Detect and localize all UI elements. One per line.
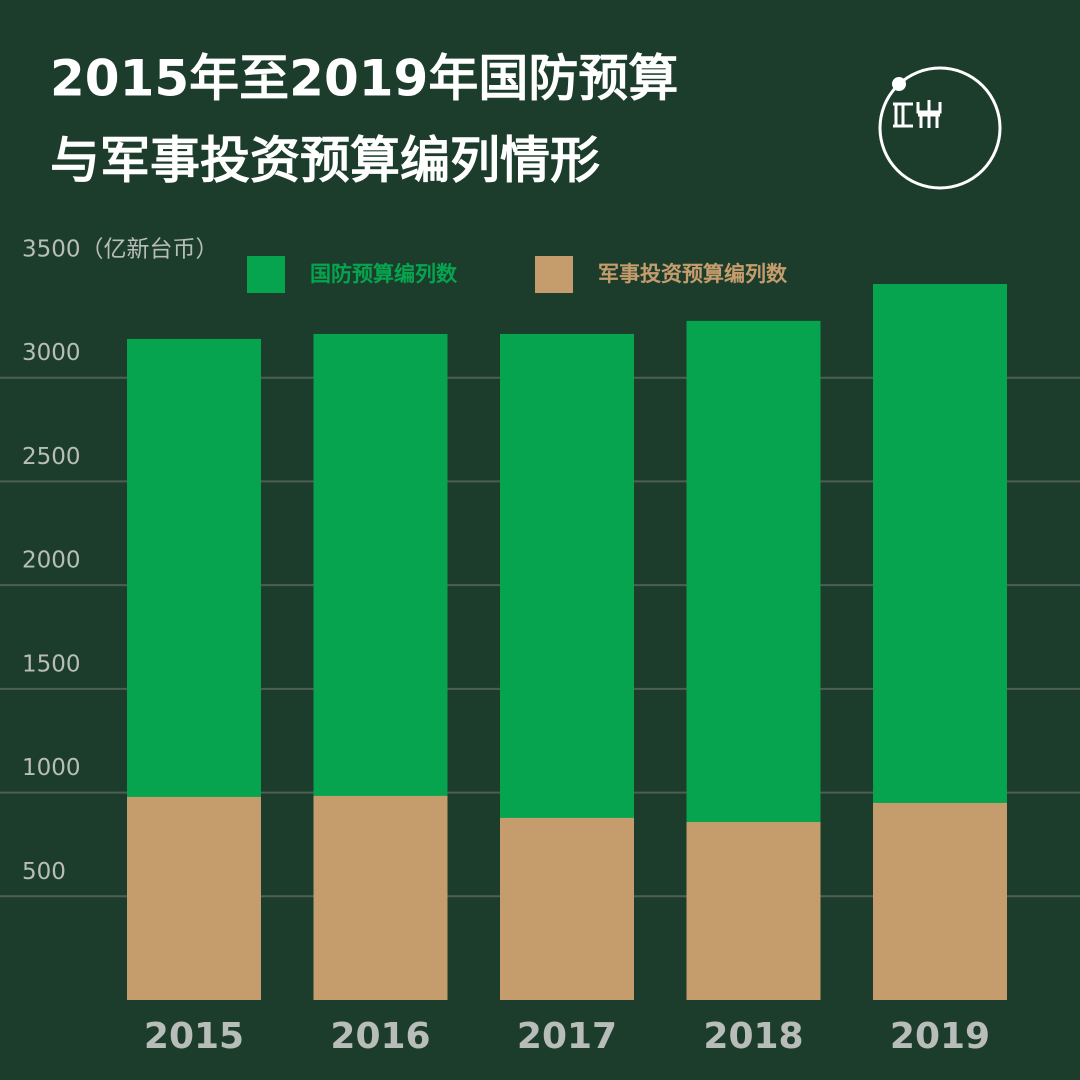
y-tick-label: 500: [22, 859, 66, 885]
x-tick-label: 2017: [517, 1016, 617, 1057]
y-tick-label: 1500: [22, 651, 81, 677]
legend-label: 国防预算编列数: [310, 262, 458, 286]
y-tick-label: 3500（亿新台币）: [22, 237, 219, 263]
y-tick-label: 2500: [22, 444, 81, 470]
logo: [878, 66, 1002, 190]
logo-mark: [893, 100, 942, 128]
legend-swatch: [535, 256, 573, 293]
chart-title: 与军事投资预算编列情形: [50, 132, 600, 190]
bar: [873, 802, 1007, 1000]
chart-title: 2015年至2019年国防预算: [50, 50, 678, 108]
bar: [686, 822, 821, 1000]
y-tick-label: 1000: [22, 755, 81, 781]
y-tick-label: 2000: [22, 548, 81, 574]
bar: [127, 796, 261, 1000]
x-tick-label: 2015: [144, 1016, 244, 1057]
legend-label: 军事投资预算编列数: [598, 262, 788, 286]
legend-swatch: [247, 256, 285, 293]
logo-ring: [878, 66, 1002, 190]
y-tick-label: 3000: [22, 340, 81, 366]
bar: [313, 795, 448, 1000]
x-tick-label: 2016: [330, 1016, 430, 1057]
x-tick-label: 2019: [890, 1016, 990, 1057]
x-tick-label: 2018: [703, 1016, 803, 1057]
bar: [500, 817, 634, 1000]
logo-dot: [892, 77, 906, 91]
